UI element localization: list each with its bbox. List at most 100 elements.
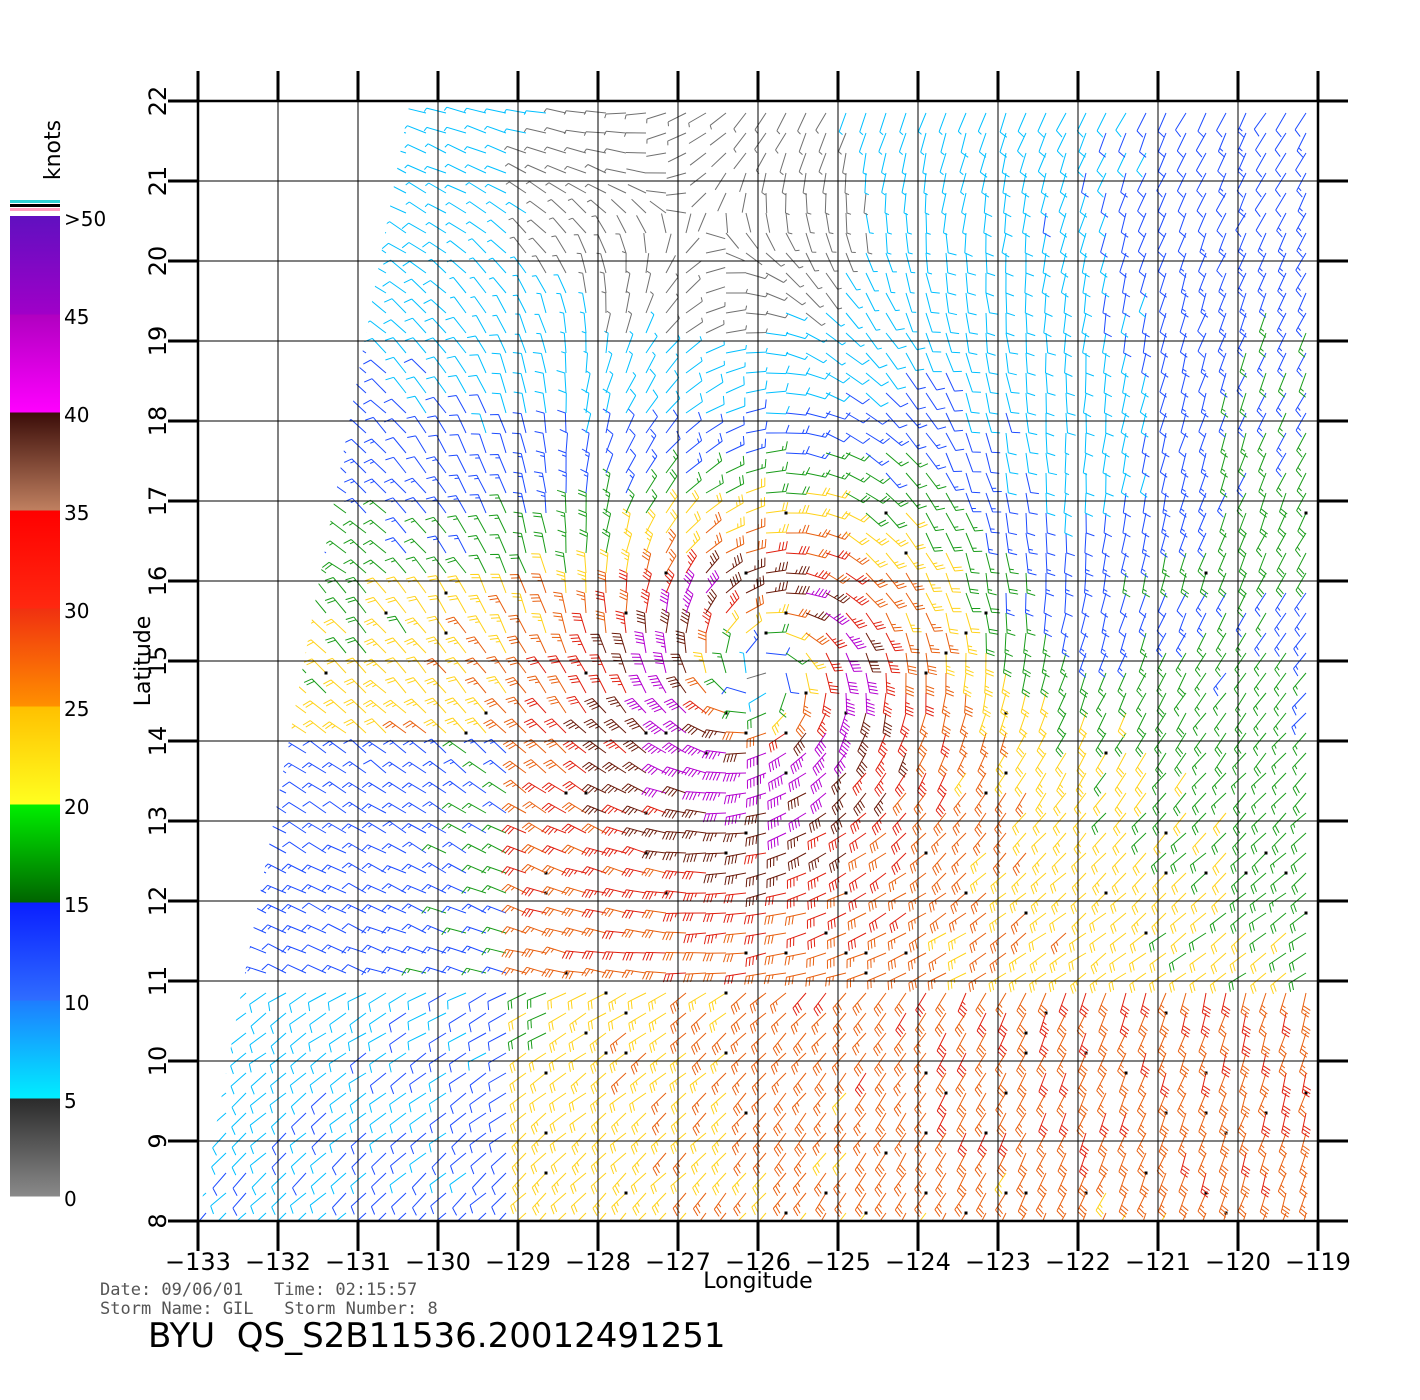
wind-barb	[581, 388, 590, 414]
wind-barb	[905, 432, 927, 450]
wind-barb	[521, 844, 547, 854]
wind-barb	[489, 414, 507, 434]
wind-barb	[784, 952, 807, 966]
wind-barb	[362, 699, 387, 714]
wind-barb	[703, 892, 727, 903]
rain-flag	[1024, 1051, 1028, 1055]
wind-barb	[731, 1132, 747, 1156]
wind-barb	[322, 321, 347, 334]
wind-barb	[705, 550, 720, 574]
wind-barb	[241, 924, 267, 934]
wind-barb	[1275, 152, 1287, 178]
wind-barb	[901, 152, 907, 176]
rain-flag	[644, 851, 648, 855]
wind-barb	[1035, 772, 1047, 798]
wind-barb	[385, 677, 407, 694]
wind-barb	[262, 521, 287, 534]
wind-barb	[198, 264, 207, 274]
wind-barb	[791, 1052, 807, 1075]
wind-barb	[1016, 1072, 1027, 1098]
wind-barb	[640, 588, 650, 614]
wind-barb	[1219, 472, 1228, 498]
wind-barb	[985, 492, 1002, 513]
wind-barb	[1008, 952, 1027, 973]
wind-barb	[506, 635, 527, 654]
wind-barb	[486, 239, 507, 254]
wind-barb	[1017, 132, 1027, 158]
wind-barb	[590, 1152, 607, 1175]
wind-barb	[774, 1212, 787, 1221]
wind-barb	[892, 812, 907, 836]
wind-barb	[595, 590, 607, 614]
wind-barb	[651, 1192, 667, 1216]
wind-barb	[198, 844, 207, 854]
wind-barb	[1295, 412, 1307, 438]
wind-barb	[464, 164, 487, 174]
wind-barb	[765, 461, 789, 474]
wind-barb	[662, 912, 687, 922]
wind-barb	[709, 112, 727, 130]
wind-barb	[281, 903, 307, 914]
wind-barb	[581, 889, 607, 899]
rain-flag	[724, 711, 728, 715]
wind-barb	[302, 401, 327, 414]
wind-barb	[401, 863, 427, 874]
wind-barb	[960, 132, 969, 158]
wind-barb	[249, 1152, 267, 1174]
wind-barb	[854, 1192, 867, 1217]
wind-barb	[964, 232, 973, 257]
wind-barb	[449, 414, 467, 434]
wind-barb	[534, 370, 547, 394]
wind-barb	[1136, 1092, 1147, 1118]
wind-barb	[563, 147, 587, 154]
wind-barb	[662, 972, 687, 983]
wind-barb	[224, 618, 247, 634]
wind-barb	[548, 1012, 567, 1032]
wind-barb	[1056, 772, 1067, 798]
wind-barb	[1137, 192, 1147, 218]
wind-barb	[369, 1092, 387, 1113]
wind-barb	[442, 740, 467, 754]
wind-barb	[792, 1032, 807, 1057]
wind-barb	[342, 761, 367, 774]
rain-flag	[924, 851, 928, 855]
wind-barb	[1136, 1192, 1147, 1218]
wind-barb	[1093, 772, 1107, 797]
wind-barb	[388, 1012, 407, 1033]
wind-barb	[1056, 1192, 1067, 1218]
wind-barb	[984, 672, 993, 697]
wind-barb	[302, 540, 327, 554]
wind-barb	[828, 832, 847, 852]
wind-barb	[467, 335, 487, 354]
wind-barb	[725, 325, 747, 334]
wind-barb	[1252, 692, 1267, 717]
wind-barb	[685, 274, 701, 294]
wind-barb	[261, 783, 287, 794]
wind-barb	[384, 183, 407, 194]
wind-barb	[765, 541, 788, 554]
wind-barb	[1065, 532, 1075, 557]
wind-barb	[421, 883, 447, 894]
wind-barb	[201, 167, 227, 175]
wind-barb	[552, 612, 567, 634]
wind-barb	[221, 966, 247, 974]
wind-barb	[534, 431, 547, 454]
wind-barb	[261, 187, 287, 195]
wind-barb	[925, 552, 946, 571]
wind-barb	[592, 1192, 607, 1216]
wind-barb	[945, 492, 965, 511]
colorbar-band	[10, 510, 60, 609]
wind-barb	[763, 972, 787, 985]
wind-barb	[670, 1112, 687, 1135]
wind-barb	[845, 292, 864, 309]
wind-barb	[806, 952, 827, 968]
wind-barb	[891, 852, 907, 875]
wind-barb	[1024, 292, 1034, 317]
wind-barb	[985, 252, 996, 277]
wind-barb	[810, 792, 827, 815]
wind-barb	[959, 712, 969, 738]
wind-barb	[1240, 1172, 1250, 1198]
wind-barb	[832, 992, 847, 1016]
wind-barb	[1215, 632, 1227, 658]
wind-barb	[1178, 432, 1187, 458]
